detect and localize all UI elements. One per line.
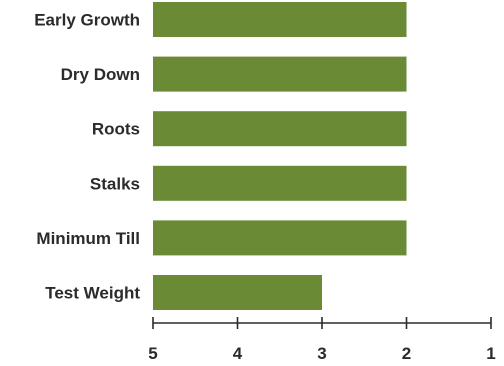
bar-dry-down: [153, 56, 407, 92]
bars-group: [153, 2, 407, 310]
bar-test-weight: [153, 275, 322, 310]
x-tick-label-1: 1: [486, 344, 495, 363]
x-tick-label-4: 4: [233, 344, 243, 363]
bar-stalks: [153, 165, 407, 201]
x-tick-label-5: 5: [148, 344, 157, 363]
x-tick-label-3: 3: [317, 344, 326, 363]
category-label-stalks: Stalks: [90, 174, 140, 193]
bar-minimum-till: [153, 220, 407, 256]
x-tick-label-2: 2: [402, 344, 411, 363]
category-label-dry-down: Dry Down: [61, 65, 140, 84]
category-label-early-growth: Early Growth: [34, 11, 140, 30]
bar-roots: [153, 111, 407, 147]
category-label-minimum-till: Minimum Till: [36, 229, 140, 248]
x-tick-labels-group: 5 4 3 2 1: [148, 344, 495, 363]
category-label-test-weight: Test Weight: [45, 284, 140, 303]
bar-early-growth: [153, 2, 407, 37]
category-labels-group: Early Growth Dry Down Roots Stalks Minimum T…: [34, 11, 140, 303]
category-label-roots: Roots: [92, 120, 140, 139]
x-axis: [152, 317, 492, 329]
